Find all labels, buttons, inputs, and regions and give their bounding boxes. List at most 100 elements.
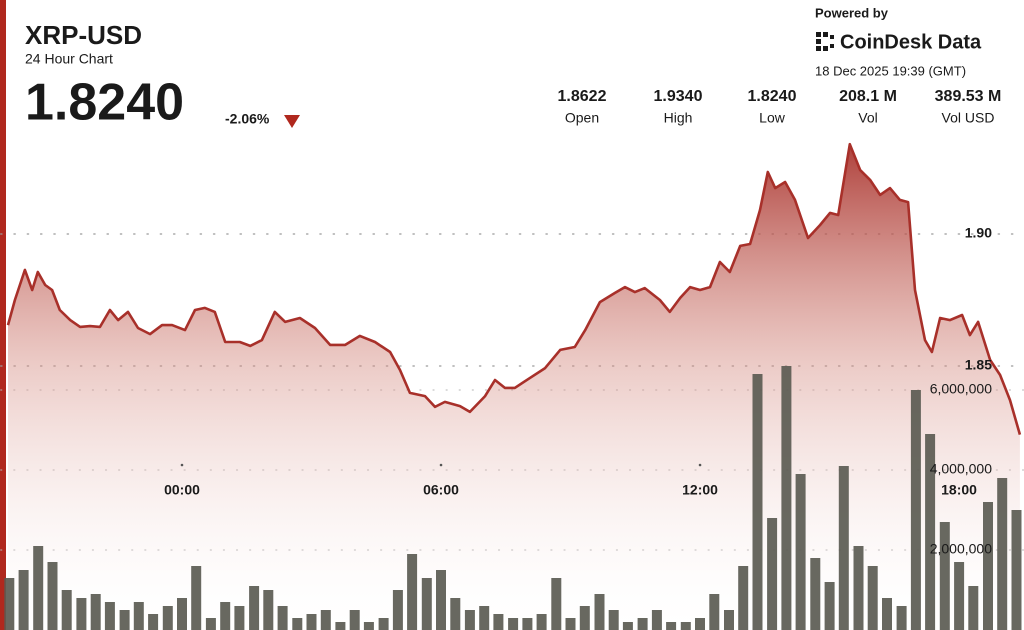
volume-bar — [853, 546, 864, 630]
volume-bar — [148, 614, 159, 630]
volume-bar — [579, 606, 590, 630]
volume-bar — [925, 434, 936, 630]
volume-bar — [18, 570, 29, 630]
stat-label: Low — [759, 110, 786, 126]
volume-bar — [47, 562, 58, 630]
volume-bar — [104, 602, 115, 630]
volume-bar — [1011, 510, 1022, 630]
volume-bar — [292, 618, 303, 630]
brand-name: CoinDesk Data — [840, 31, 982, 53]
stat-label: Open — [565, 110, 599, 126]
x-tick-mark — [439, 463, 443, 467]
volume-bar — [910, 390, 921, 630]
volume-bar — [781, 366, 792, 630]
volume-bar — [450, 598, 461, 630]
stat-value: 1.8622 — [558, 88, 607, 105]
volume-bar — [191, 566, 202, 630]
volume-bar — [263, 590, 274, 630]
brand-logo — [816, 32, 834, 51]
accent-bar — [0, 0, 6, 630]
x-tick-label: 12:00 — [682, 482, 718, 498]
volume-bar — [33, 546, 44, 630]
volume-bar — [320, 610, 331, 630]
volume-bar — [392, 590, 403, 630]
volume-bar — [867, 566, 878, 630]
volume-bar — [824, 582, 835, 630]
x-tick-mark — [180, 463, 184, 467]
volume-bar — [983, 502, 993, 630]
chart-title: XRP-USD — [25, 20, 142, 50]
y2-tick-label: 2,000,000 — [930, 541, 992, 557]
powered-by: Powered by — [815, 5, 889, 20]
volume-bar — [407, 554, 418, 630]
volume-bar — [838, 466, 849, 630]
volume-bar — [551, 578, 562, 630]
volume-bar — [421, 578, 432, 630]
volume-bar — [752, 374, 763, 630]
volume-bar — [767, 518, 778, 630]
volume-bar — [536, 614, 547, 630]
volume-bar — [709, 594, 720, 630]
volume-bar — [594, 594, 605, 630]
volume-bar — [738, 566, 749, 630]
volume-bar — [349, 610, 360, 630]
volume-bar — [608, 610, 619, 630]
volume-bar — [220, 602, 231, 630]
chart-subtitle: 24 Hour Chart — [25, 51, 113, 67]
volume-bar — [896, 606, 907, 630]
area-fill — [8, 144, 1020, 630]
price-line — [6, 142, 1022, 435]
volume-bar — [464, 610, 475, 630]
x-tick-label: 06:00 — [423, 482, 459, 498]
y2-tick-label: 4,000,000 — [930, 461, 992, 477]
stat-value: 208.1 M — [839, 88, 897, 105]
volume-bar — [61, 590, 72, 630]
volume-bar — [637, 618, 648, 630]
volume-bar — [335, 622, 346, 630]
volume-bar — [666, 622, 677, 630]
volume-bar — [508, 618, 519, 630]
volume-bar — [277, 606, 288, 630]
x-tick-mark — [698, 463, 702, 467]
last-price: 1.8240 — [25, 74, 184, 132]
volume-bar — [522, 618, 533, 630]
volume-bar — [882, 598, 892, 630]
y2-tick-label: 6,000,000 — [930, 381, 992, 397]
header: XRP-USD 24 Hour Chart 1.8240 -2.06% Powe… — [25, 5, 1001, 131]
volume-bar — [997, 478, 1008, 630]
volume-bar — [968, 586, 979, 630]
volume-bar — [76, 598, 87, 630]
stat-label: Vol — [858, 110, 877, 126]
volume-bar — [939, 522, 950, 630]
volume-bar — [622, 622, 633, 630]
stat-value: 389.53 M — [935, 88, 1002, 105]
volume-bar — [177, 598, 187, 630]
price-change: -2.06% — [225, 111, 270, 127]
volume-bar — [436, 570, 446, 630]
volume-bar — [810, 558, 821, 630]
y-tick-label: 1.90 — [965, 225, 992, 241]
volume-bar — [954, 562, 965, 630]
volume-bar — [133, 602, 144, 630]
volume-bar — [234, 606, 245, 630]
plot-area: 1.85 1.90 2,000,000 4,000,000 6,000,000 00:00… — [0, 142, 1024, 630]
down-arrow — [284, 115, 300, 128]
x-tick-label: 18:00 — [941, 482, 977, 498]
volume-bar — [795, 474, 806, 630]
stat-value: 1.9340 — [654, 88, 703, 105]
volume-bar — [695, 618, 705, 630]
volume-bar — [479, 606, 490, 630]
volume-bar — [363, 622, 374, 630]
volume-bar — [205, 618, 216, 630]
volume-bar — [119, 610, 130, 630]
stat-label: High — [664, 110, 693, 126]
stat-value: 1.8240 — [748, 88, 797, 105]
x-tick-mark — [957, 463, 961, 467]
volume-bar — [724, 610, 734, 630]
volume-bar — [680, 622, 691, 630]
timestamp: 18 Dec 2025 19:39 (GMT) — [815, 63, 966, 78]
volume-bar — [90, 594, 101, 630]
x-tick-label: 00:00 — [164, 482, 200, 498]
volume-bar — [378, 618, 389, 630]
